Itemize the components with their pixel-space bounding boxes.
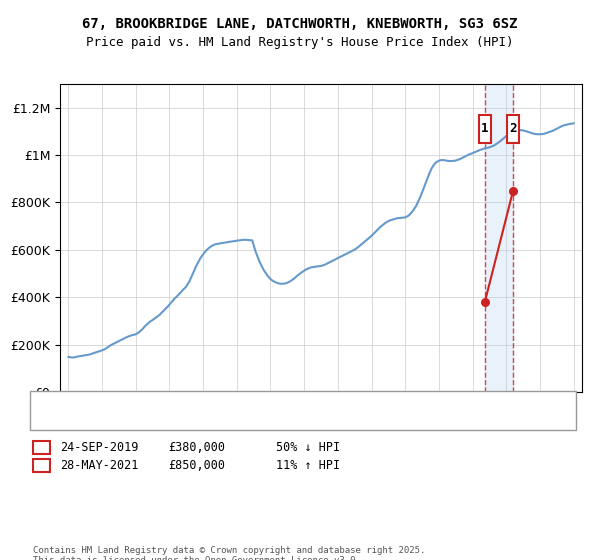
Text: HPI: Average price, detached house, East Hertfordshire: HPI: Average price, detached house, East… xyxy=(87,414,425,424)
FancyBboxPatch shape xyxy=(507,115,519,142)
Text: 11% ↑ HPI: 11% ↑ HPI xyxy=(276,459,340,472)
Text: £850,000: £850,000 xyxy=(168,459,225,472)
Text: 1: 1 xyxy=(481,122,488,135)
Text: 1: 1 xyxy=(38,441,45,454)
Text: 2: 2 xyxy=(509,122,517,135)
Bar xyxy=(485,84,513,392)
Text: 24-SEP-2019: 24-SEP-2019 xyxy=(60,441,139,454)
Text: 67, BROOKBRIDGE LANE, DATCHWORTH, KNEBWORTH, SG3 6SZ (detached house): 67, BROOKBRIDGE LANE, DATCHWORTH, KNEBWO… xyxy=(87,399,518,409)
Text: Contains HM Land Registry data © Crown copyright and database right 2025.
This d: Contains HM Land Registry data © Crown c… xyxy=(33,546,425,560)
Point xyxy=(480,297,490,306)
Text: 50% ↓ HPI: 50% ↓ HPI xyxy=(276,441,340,454)
FancyBboxPatch shape xyxy=(479,115,491,142)
Text: 28-MAY-2021: 28-MAY-2021 xyxy=(60,459,139,472)
Text: Price paid vs. HM Land Registry's House Price Index (HPI): Price paid vs. HM Land Registry's House … xyxy=(86,36,514,49)
Text: 2: 2 xyxy=(38,459,45,472)
Point xyxy=(508,186,518,195)
Text: 67, BROOKBRIDGE LANE, DATCHWORTH, KNEBWORTH, SG3 6SZ: 67, BROOKBRIDGE LANE, DATCHWORTH, KNEBWO… xyxy=(82,17,518,31)
Text: £380,000: £380,000 xyxy=(168,441,225,454)
